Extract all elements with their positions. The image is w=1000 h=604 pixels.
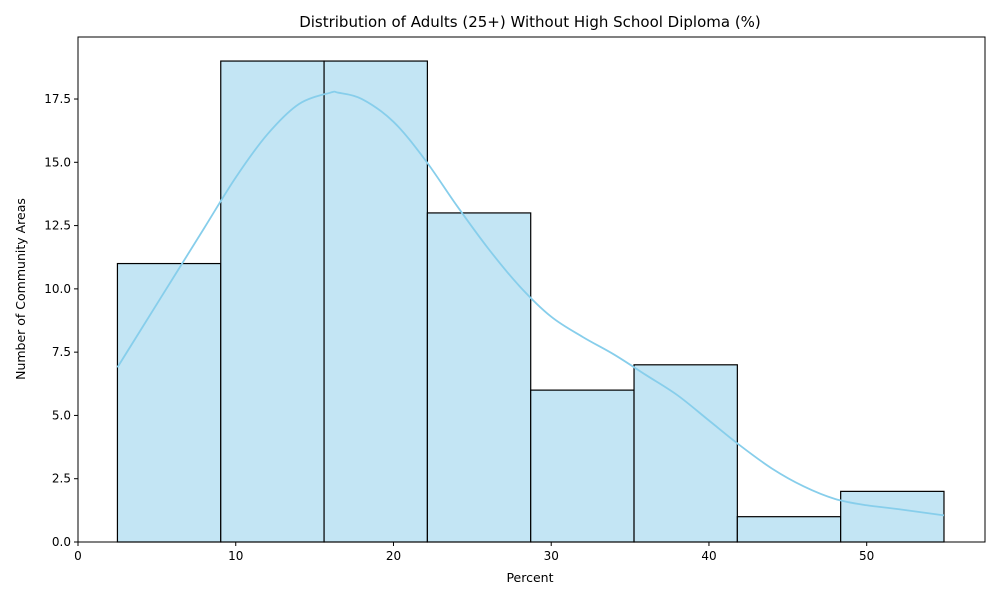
y-tick-label: 10.0: [44, 282, 71, 296]
x-tick-label: 40: [701, 549, 716, 563]
histogram-bar: [116, 262, 222, 543]
y-axis-ticks: 0.0 2.5 5.0 7.5 10.0 12.5 15.0 17.5: [44, 92, 78, 549]
x-tick-label: 30: [544, 549, 559, 563]
y-axis-label: Number of Community Areas: [13, 198, 28, 380]
x-tick-label: 10: [228, 549, 243, 563]
y-tick-label: 7.5: [52, 345, 71, 359]
y-tick-label: 5.0: [52, 408, 71, 422]
x-axis-ticks: 0 10 20 30 40 50: [74, 542, 874, 563]
x-axis-label: Percent: [506, 570, 553, 585]
axes-frame: [77, 36, 986, 543]
bars-group: [116, 60, 945, 543]
histogram-bar: [530, 389, 635, 543]
histogram-bar: [840, 490, 945, 543]
y-tick-label: 17.5: [44, 92, 71, 106]
y-tick-label: 12.5: [44, 219, 71, 233]
chart-title: Distribution of Adults (25+) Without Hig…: [299, 13, 761, 31]
x-tick-label: 0: [74, 549, 82, 563]
y-tick-label: 15.0: [44, 155, 71, 169]
histogram-bar: [323, 60, 428, 543]
x-tick-label: 20: [386, 549, 401, 563]
histogram-bar: [426, 212, 532, 543]
y-tick-label: 2.5: [52, 472, 71, 486]
histogram-bar: [220, 60, 325, 543]
x-tick-label: 50: [859, 549, 874, 563]
y-tick-label: 0.0: [52, 535, 71, 549]
histogram-bar: [736, 516, 842, 543]
kde-line: [116, 90, 945, 517]
histogram-bar: [633, 364, 738, 543]
